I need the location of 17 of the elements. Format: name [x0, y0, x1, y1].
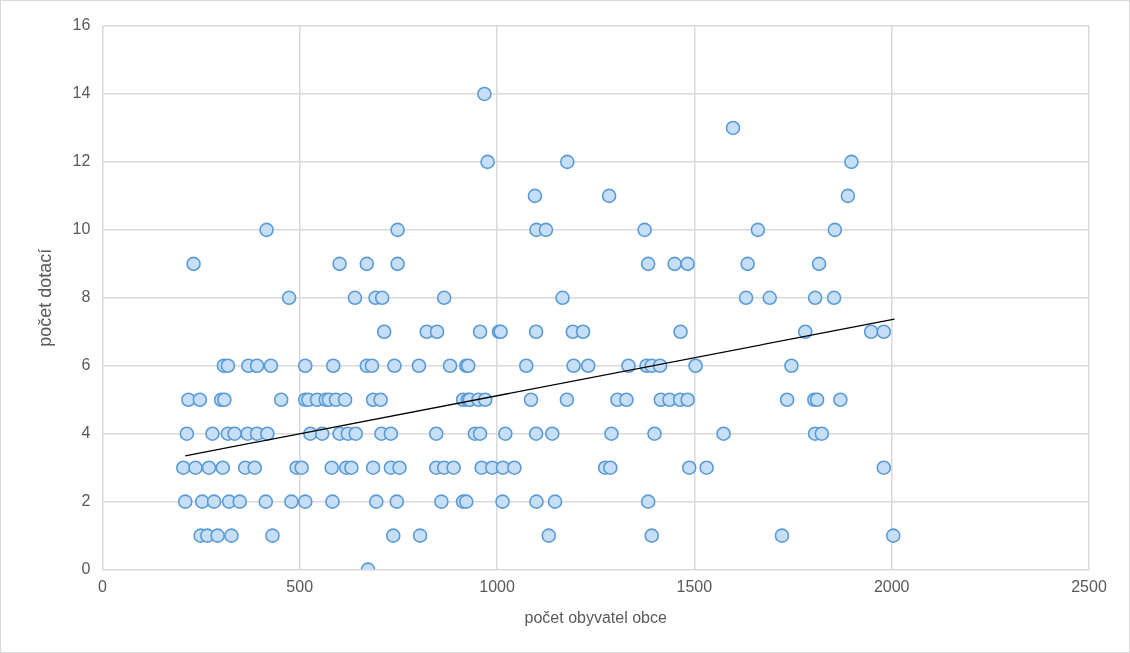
y-axis-title: počet dotací	[34, 248, 55, 347]
y-tick-label: 14	[72, 84, 91, 102]
y-tick-label: 12	[72, 152, 91, 170]
y-tick-label: 6	[81, 356, 91, 374]
y-tick-label: 8	[81, 288, 91, 306]
x-axis-title: počet obyvatel obce	[524, 608, 667, 626]
x-tick-label: 1000	[479, 577, 515, 595]
y-tick-label: 2	[81, 492, 91, 510]
y-tick-label: 10	[72, 220, 91, 238]
y-tick-label: 16	[72, 16, 91, 34]
x-tick-label: 2500	[1071, 577, 1107, 595]
x-tick-label: 1500	[676, 577, 713, 595]
x-tick-label: 2000	[873, 577, 910, 595]
x-tick-label: 0	[97, 577, 107, 595]
x-tick-label: 500	[286, 577, 314, 595]
y-tick-label: 0	[81, 560, 91, 578]
y-tick-label: 4	[81, 424, 91, 442]
